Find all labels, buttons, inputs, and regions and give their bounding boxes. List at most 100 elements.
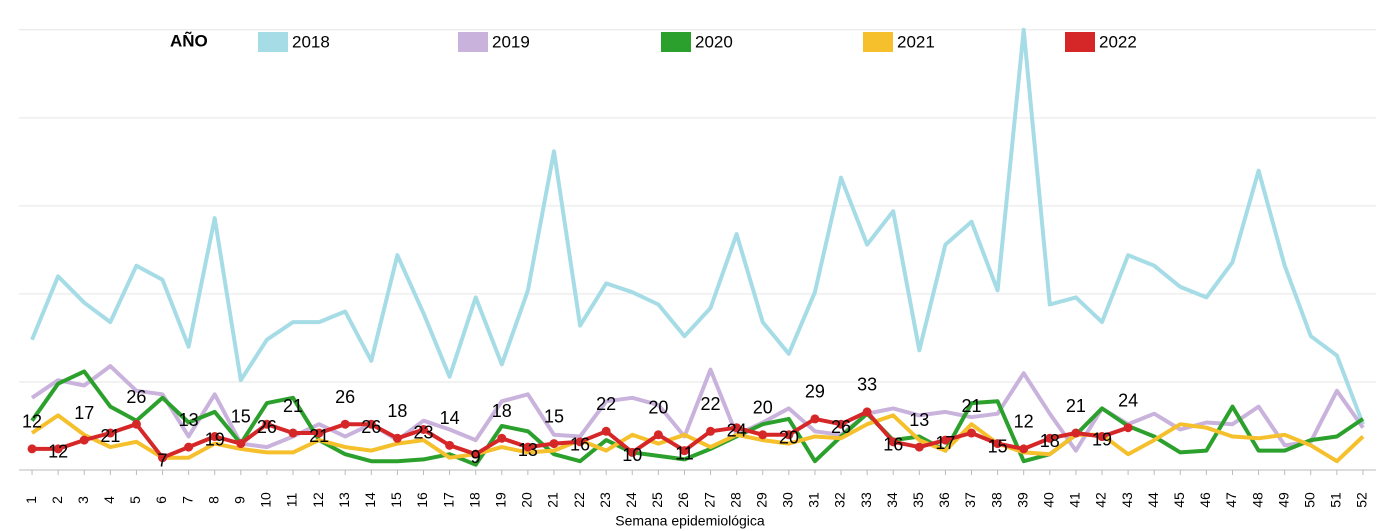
data-label: 26 (335, 387, 355, 407)
x-tick-label: 27 (701, 492, 717, 508)
data-label: 26 (126, 387, 146, 407)
point-marker (27, 444, 37, 454)
x-tick-label: 12 (310, 492, 326, 508)
point-marker (158, 453, 168, 463)
x-tick-label: 38 (988, 492, 1004, 508)
x-tick-label: 45 (1171, 492, 1187, 508)
point-marker (366, 419, 376, 429)
x-tick-label: 36 (936, 492, 952, 508)
x-tick-label: 35 (910, 492, 926, 508)
x-tick-label: 19 (492, 492, 508, 508)
point-marker (445, 440, 455, 450)
data-label: 26 (361, 417, 381, 437)
data-label: 13 (518, 440, 538, 460)
x-tick-label: 33 (858, 492, 874, 508)
data-label: 18 (387, 401, 407, 421)
point-marker (1019, 444, 1029, 454)
data-label: 10 (622, 445, 642, 465)
data-label: 9 (471, 447, 481, 467)
x-tick-label: 52 (1354, 492, 1370, 508)
data-label: 33 (857, 375, 877, 395)
data-label: 12 (22, 412, 42, 432)
x-tick-label: 8 (205, 496, 221, 504)
legend-swatch (1065, 32, 1095, 52)
point-marker (471, 449, 481, 459)
x-tick-label: 16 (414, 492, 430, 508)
x-tick-label: 7 (179, 496, 195, 504)
data-label: 12 (48, 442, 68, 462)
x-tick-label: 2 (49, 496, 65, 504)
point-marker (888, 437, 898, 447)
data-label: 20 (648, 398, 668, 418)
x-tick-label: 3 (75, 496, 91, 504)
point-marker (288, 428, 298, 438)
point-marker (993, 439, 1003, 449)
data-label: 20 (779, 428, 799, 448)
point-marker (784, 430, 794, 440)
point-marker (184, 442, 194, 452)
data-label: 16 (883, 435, 903, 455)
point-marker (105, 428, 115, 438)
x-tick-label: 10 (258, 492, 274, 508)
point-marker (940, 435, 950, 445)
x-tick-label: 25 (649, 492, 665, 508)
data-label: 17 (935, 433, 955, 453)
data-label: 19 (205, 429, 225, 449)
point-marker (262, 419, 272, 429)
data-label: 24 (1118, 390, 1138, 410)
data-label: 22 (596, 394, 616, 414)
data-label: 20 (753, 398, 773, 418)
data-label: 15 (988, 436, 1008, 456)
point-marker (627, 447, 637, 457)
x-tick-label: 51 (1328, 492, 1344, 508)
x-tick-label: 9 (232, 496, 248, 504)
x-tick-label: 42 (1093, 492, 1109, 508)
point-marker (575, 437, 585, 447)
point-marker (810, 414, 820, 424)
data-label: 14 (440, 408, 460, 428)
x-tick-label: 26 (675, 492, 691, 508)
legend-swatch (258, 32, 288, 52)
x-tick-label: 4 (101, 496, 117, 504)
legend-swatch (458, 32, 488, 52)
x-tick-label: 5 (127, 496, 143, 504)
point-marker (1123, 423, 1133, 433)
legend-label: 2020 (695, 32, 733, 51)
legend-label: 2021 (897, 32, 935, 51)
data-label: 13 (179, 410, 199, 430)
point-marker (210, 432, 220, 442)
point-marker (862, 407, 872, 417)
data-label: 15 (544, 406, 564, 426)
data-label: 26 (257, 417, 277, 437)
legend-label: 2019 (492, 32, 530, 51)
point-marker (967, 428, 977, 438)
legend-swatch (661, 32, 691, 52)
data-label: 21 (1066, 396, 1086, 416)
x-tick-label: 46 (1197, 492, 1213, 508)
legend-label: 2018 (292, 32, 330, 51)
point-marker (653, 430, 663, 440)
point-marker (1045, 433, 1055, 443)
x-tick-label: 39 (1014, 492, 1030, 508)
x-axis-label: Semana epidemiológica (615, 513, 765, 529)
x-tick-label: 15 (388, 492, 404, 508)
legend-label: 2022 (1099, 32, 1137, 51)
data-label: 12 (1014, 412, 1034, 432)
x-tick-label: 17 (440, 492, 456, 508)
x-tick-label: 49 (1275, 492, 1291, 508)
legend-swatch (863, 32, 893, 52)
x-tick-label: 6 (153, 496, 169, 504)
point-marker (236, 439, 246, 449)
data-label: 18 (1040, 431, 1060, 451)
data-label: 15 (231, 406, 251, 426)
x-tick-label: 40 (1041, 492, 1057, 508)
point-marker (314, 428, 324, 438)
point-marker (418, 425, 428, 435)
point-marker (758, 430, 768, 440)
point-marker (549, 439, 559, 449)
point-marker (523, 442, 533, 452)
point-marker (914, 442, 924, 452)
data-label: 17 (74, 403, 94, 423)
x-tick-label: 20 (519, 492, 535, 508)
